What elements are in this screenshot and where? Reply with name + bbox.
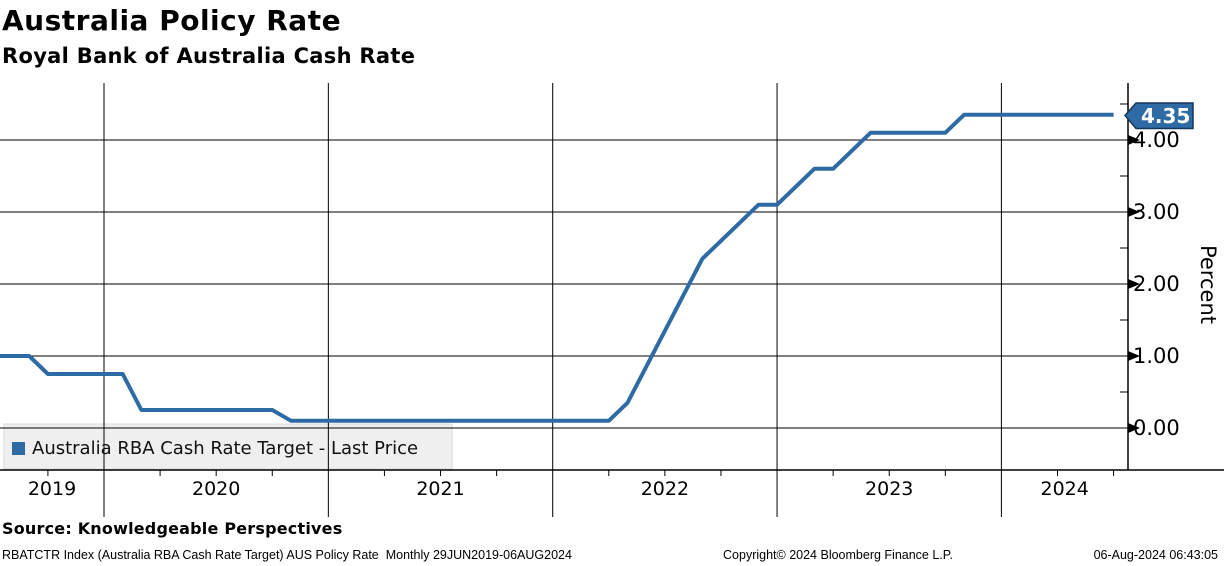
source-note: Source: Knowledgeable Perspectives bbox=[2, 519, 343, 538]
x-tick-label: 2019 bbox=[27, 478, 77, 500]
cash-rate-line bbox=[0, 112, 1114, 423]
copyright-note: Copyright© 2024 Bloomberg Finance L.P. bbox=[723, 548, 953, 562]
y-tick-arrow bbox=[1128, 279, 1140, 289]
y-tick-arrow bbox=[1128, 423, 1140, 433]
timestamp: 06-Aug-2024 06:43:05 bbox=[1093, 548, 1218, 562]
legend-background bbox=[3, 423, 453, 470]
page-title: Australia Policy Rate bbox=[2, 4, 342, 37]
security-description: RBATCTR Index (Australia RBA Cash Rate T… bbox=[2, 548, 572, 562]
last-price-value: 4.35 bbox=[1141, 104, 1190, 128]
legend-label: Australia RBA Cash Rate Target - Last Pr… bbox=[32, 438, 419, 459]
page-subtitle: Royal Bank of Australia Cash Rate bbox=[2, 44, 416, 68]
y-tick-label: 4.00 bbox=[1133, 128, 1180, 152]
y-tick-arrow bbox=[1128, 135, 1140, 145]
y-tick-label: 3.00 bbox=[1133, 200, 1180, 224]
legend-marker-icon bbox=[12, 442, 25, 455]
last-price-tag bbox=[1124, 102, 1194, 130]
y-tick-arrow bbox=[1128, 351, 1140, 361]
y-tick-label: 0.00 bbox=[1133, 416, 1180, 440]
x-tick-label: 2022 bbox=[640, 478, 690, 500]
y-tick-arrow bbox=[1128, 207, 1140, 217]
x-tick-label: 2023 bbox=[865, 478, 914, 500]
y-tick-label: 1.00 bbox=[1133, 344, 1180, 368]
x-tick-label: 2020 bbox=[191, 478, 241, 500]
legend: Australia RBA Cash Rate Target - Last Pr… bbox=[12, 438, 418, 459]
x-tick-label: 2024 bbox=[1040, 478, 1089, 500]
footer-bar: RBATCTR Index (Australia RBA Cash Rate T… bbox=[0, 548, 1224, 564]
y-axis-title: Percent bbox=[1196, 245, 1220, 325]
x-tick-label: 2021 bbox=[416, 478, 465, 500]
y-tick-label: 2.00 bbox=[1133, 272, 1180, 296]
